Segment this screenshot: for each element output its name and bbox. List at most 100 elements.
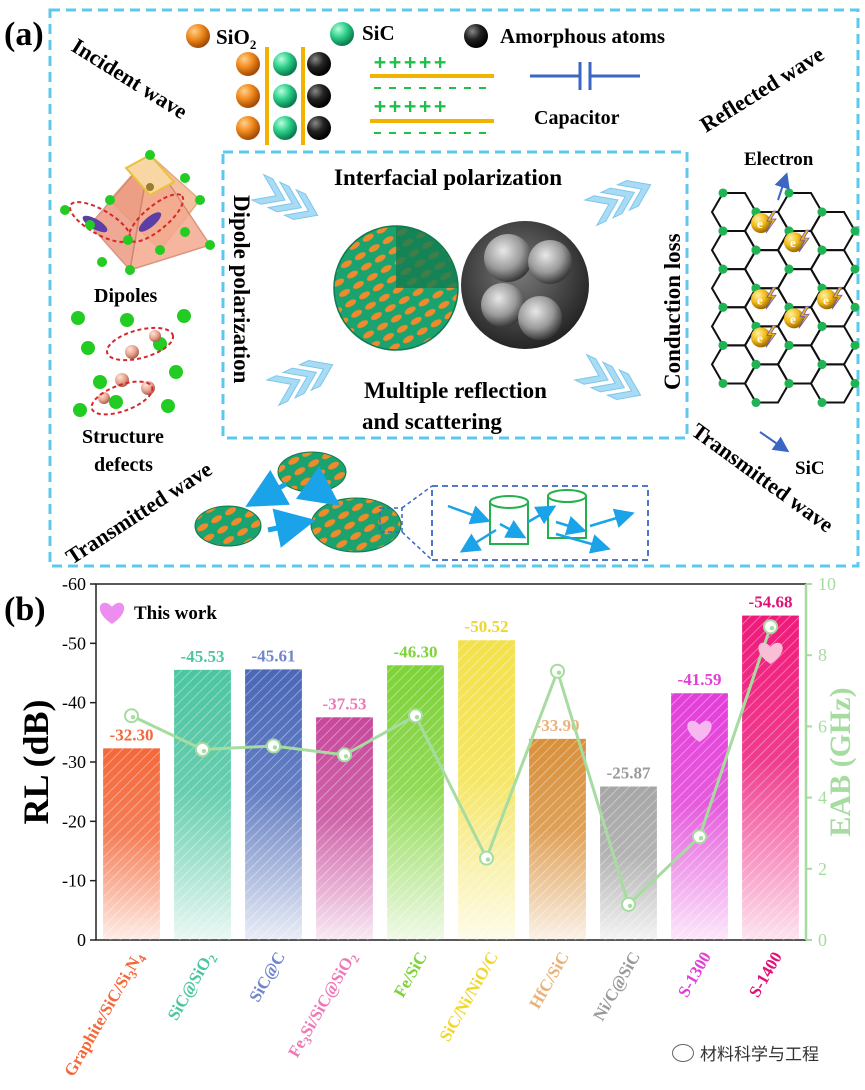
y-tick-label: -20 (62, 811, 86, 831)
dipoles-label: Dipoles (94, 285, 158, 307)
lightning-icon (798, 305, 810, 329)
lightning-icon (765, 286, 777, 310)
eab-marker-dot (414, 715, 420, 720)
y-tick-label: 0 (77, 930, 86, 950)
bar-value-label: -41.59 (678, 670, 722, 689)
x-tick-label: Ni/C@SiC (589, 949, 644, 1025)
y2-tick-label: 4 (818, 788, 827, 808)
legend-sio2: SiO2 (216, 25, 256, 52)
y2-axis-title: EAB (GHz) (824, 687, 857, 836)
electron-label: Electron (744, 149, 814, 170)
bar-hatch (529, 738, 586, 940)
sic-sphere-icon (330, 22, 354, 46)
eab-marker-dot (485, 857, 491, 862)
y-tick-label: -10 (62, 871, 86, 891)
x-tick-label: Fe/SiC (390, 949, 431, 1001)
eab-marker-dot (698, 836, 704, 841)
capacitor-icon (530, 62, 640, 90)
eab-marker-dot (130, 715, 136, 720)
lattice-atom-icon (784, 264, 794, 274)
watermark-text: 材料科学与工程 (700, 1045, 819, 1065)
lattice-atom-icon (784, 378, 794, 388)
bar-value-label: -45.61 (252, 646, 296, 665)
legend-heart-icon (99, 602, 125, 624)
eab-marker-dot (627, 903, 633, 909)
svg-text:+++++: +++++ (374, 50, 449, 74)
x-tick-label: SiC/Ni/NiO/C (435, 949, 502, 1045)
electron-symbol: e (823, 292, 829, 307)
y2-tick-label: 6 (818, 716, 827, 736)
electron-symbol: e (757, 292, 763, 307)
y-tick-label: -50 (62, 633, 86, 653)
panel-a-label: (a) (4, 16, 44, 53)
sic-hexagonal-lattice: e e e e e e (710, 188, 860, 408)
electron-icon (784, 232, 804, 253)
bar-hatch (174, 669, 231, 940)
lattice-atom-icon (718, 340, 728, 350)
lattice-atom-icon (850, 378, 860, 388)
legend-row: SiO2 SiC Amorphous atoms (186, 21, 665, 52)
sio2-sphere-icon (186, 24, 210, 48)
lightning-icon (765, 324, 777, 348)
multiple-reflection-label-line2: and scattering (362, 409, 502, 434)
eab-marker-dot (556, 670, 562, 675)
lattice-atom-icon (850, 340, 860, 350)
hex-cell (809, 211, 857, 252)
defects-label-line2: defects (94, 454, 153, 476)
charge-plates-icon: +++++ +++++ (370, 50, 494, 134)
y2-tick-label: 2 (818, 859, 827, 879)
sem-micrograph (461, 221, 589, 349)
svg-text:+++++: +++++ (374, 94, 449, 118)
conduction-loss-label: Conduction loss (660, 233, 685, 390)
panel-b-label: (b) (4, 591, 46, 628)
core-shell-sphere-icon (333, 225, 459, 351)
bar-hatch (458, 640, 515, 940)
eab-marker-dot (201, 748, 207, 754)
bar-value-label: -33.90 (536, 716, 580, 735)
rl-eab-chart: 0 -10 -20 -30 -40 -50 -60 0 2 4 6 8 10 RL (dB) EAB (GH… (16, 574, 857, 1082)
lattice-atom-icon (817, 398, 827, 408)
bar-value-label: -45.53 (181, 647, 225, 666)
center-box-border (221, 150, 689, 440)
dipole-polarization-label: Dipole polarization (229, 195, 254, 384)
lightning-icon (831, 286, 843, 310)
x-tick-label: S-1400 (745, 949, 786, 1001)
x-tick-label: S-1300 (674, 949, 715, 1001)
y2-tick-label: 0 (818, 930, 827, 950)
lattice-atom-icon (718, 188, 728, 198)
bar-value-label: -54.68 (749, 593, 793, 612)
y-tick-label: -30 (62, 752, 86, 772)
bar-hatch (245, 669, 302, 940)
lattice-atom-icon (751, 245, 761, 255)
interface-layers (236, 47, 331, 145)
hex-cell (809, 363, 857, 404)
eab-line (130, 626, 772, 908)
dipole-crystal-icon (60, 150, 215, 275)
lattice-atom-icon (718, 226, 728, 236)
sic-lattice-label: SiC (795, 458, 825, 479)
electron-icon (817, 289, 837, 310)
x-tick-label: Graphite/SiC/Si3N4 (60, 949, 149, 1082)
this-work-heart-icon (758, 642, 783, 664)
bar-value-label: -32.30 (110, 725, 154, 744)
electron-icon (751, 213, 771, 234)
lattice-atom-icon (850, 264, 860, 274)
eab-marker-dot (343, 754, 349, 759)
x-tick-label: SiC@SiO2 (164, 949, 221, 1026)
eab-marker-dot (769, 626, 775, 631)
interfacial-polarization-label: Interfacial polarization (334, 165, 562, 190)
chevron-arrow-icons (250, 173, 652, 407)
lattice-atom-icon (784, 340, 794, 350)
electron-icon (784, 308, 804, 329)
this-work-heart-icon (687, 720, 712, 742)
legend-amorphous: Amorphous atoms (500, 24, 665, 48)
lattice-atom-icon (850, 226, 860, 236)
lattice-atom-icon (751, 398, 761, 408)
electron-symbol: e (790, 235, 796, 250)
legend-text: This work (134, 603, 217, 624)
panel-a-border (48, 8, 860, 568)
capacitor-label: Capacitor (534, 107, 620, 129)
electron-arrow-icon (774, 172, 790, 201)
multiple-reflection-label-line1: Multiple reflection (364, 378, 547, 403)
